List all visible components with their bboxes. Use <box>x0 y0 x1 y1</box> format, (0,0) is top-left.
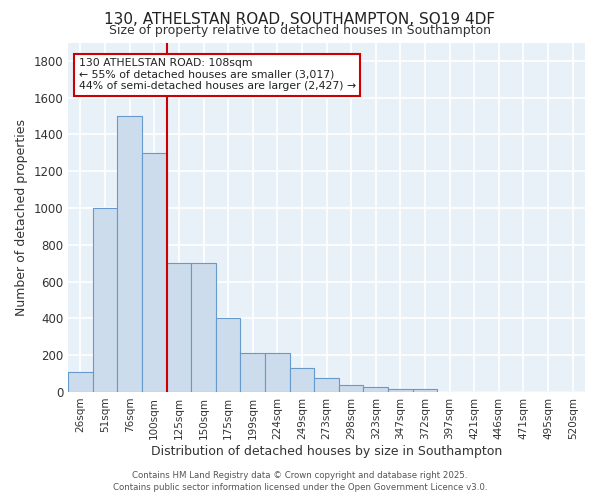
Bar <box>290 368 314 392</box>
Text: Contains HM Land Registry data © Crown copyright and database right 2025.
Contai: Contains HM Land Registry data © Crown c… <box>113 471 487 492</box>
Bar <box>216 318 241 392</box>
Bar <box>167 263 191 392</box>
Y-axis label: Number of detached properties: Number of detached properties <box>15 118 28 316</box>
Bar <box>191 263 216 392</box>
Bar <box>364 388 388 392</box>
Bar <box>314 378 339 392</box>
Bar <box>241 354 265 392</box>
X-axis label: Distribution of detached houses by size in Southampton: Distribution of detached houses by size … <box>151 444 502 458</box>
Text: 130 ATHELSTAN ROAD: 108sqm
← 55% of detached houses are smaller (3,017)
44% of s: 130 ATHELSTAN ROAD: 108sqm ← 55% of deta… <box>79 58 356 92</box>
Bar <box>265 354 290 392</box>
Bar <box>93 208 118 392</box>
Bar <box>68 372 93 392</box>
Bar <box>118 116 142 392</box>
Bar <box>388 388 413 392</box>
Text: Size of property relative to detached houses in Southampton: Size of property relative to detached ho… <box>109 24 491 37</box>
Bar <box>339 384 364 392</box>
Bar <box>142 153 167 392</box>
Text: 130, ATHELSTAN ROAD, SOUTHAMPTON, SO19 4DF: 130, ATHELSTAN ROAD, SOUTHAMPTON, SO19 4… <box>104 12 496 28</box>
Bar <box>413 389 437 392</box>
